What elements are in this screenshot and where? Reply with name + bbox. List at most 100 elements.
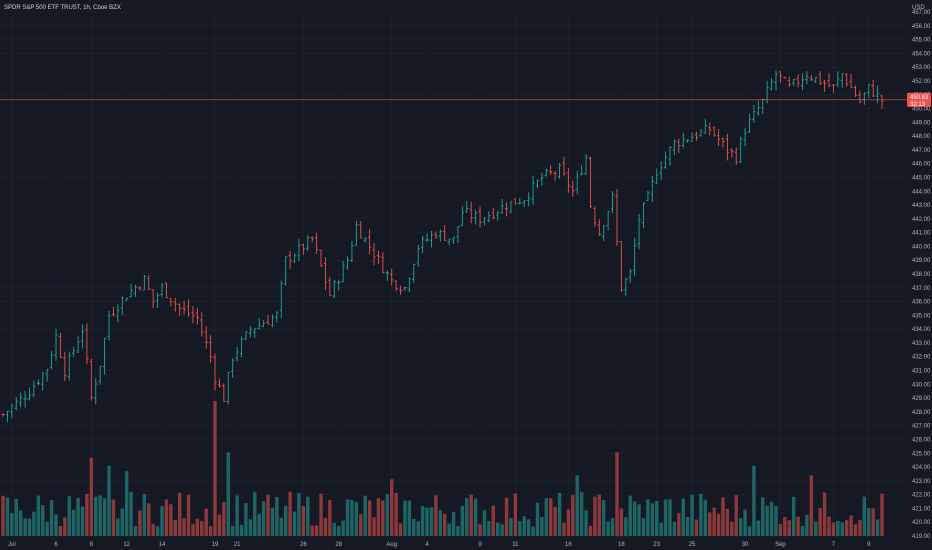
volume-bar: [659, 522, 663, 536]
y-tick-label: 442.00: [912, 217, 931, 223]
y-tick-label: 444.00: [912, 189, 931, 195]
volume-bar: [107, 465, 111, 536]
y-tick-label: 428.00: [912, 410, 931, 416]
volume-bar: [412, 518, 416, 536]
volume-bar: [230, 525, 235, 536]
volume-bar: [460, 506, 465, 536]
volume-bar: [522, 516, 526, 536]
volume-bar: [836, 521, 840, 536]
y-tick-label: 422.00: [912, 493, 931, 499]
x-tick-label: Sep: [775, 542, 786, 548]
volume-bar: [425, 507, 429, 536]
volume-bar: [796, 516, 800, 536]
y-tick-label: 435.00: [912, 313, 931, 319]
volume-bar: [45, 521, 49, 536]
volume-bar: [283, 505, 288, 536]
volume-bar: [102, 498, 107, 536]
volume-bar: [469, 494, 473, 536]
volume-bar: [36, 495, 41, 536]
volume-bar: [668, 499, 672, 536]
volume-bar: [288, 491, 292, 536]
volume-bar: [540, 516, 544, 536]
volume-bar: [18, 510, 23, 536]
volume-bar: [610, 518, 615, 536]
volume-bar: [694, 519, 699, 536]
volume-bar: [840, 522, 844, 536]
volume-bar: [743, 509, 747, 536]
volume-bar: [699, 493, 703, 536]
volume-bar: [518, 521, 522, 536]
volume-bar: [602, 500, 606, 536]
y-tick-label: 423.00: [912, 479, 931, 485]
y-tick-label: 438.00: [912, 272, 931, 278]
volume-bar: [752, 465, 756, 536]
volume-bar: [266, 494, 270, 536]
volume-bar: [800, 525, 805, 536]
y-tick-label: 431.00: [912, 369, 931, 375]
y-tick-label: 443.00: [912, 203, 931, 209]
volume-bar: [239, 524, 244, 536]
volume-bar: [257, 513, 261, 536]
volume-bar: [319, 493, 323, 536]
volume-bar: [553, 506, 557, 536]
volume-bar: [186, 494, 191, 536]
volume-bar: [385, 494, 389, 536]
volume-bar: [871, 508, 875, 536]
volume-bar: [160, 506, 164, 536]
volume-bar: [195, 518, 200, 536]
volume-bar: [164, 499, 169, 536]
price-tag-background: [907, 92, 931, 107]
y-tick-label: 430.00: [912, 382, 931, 388]
volume-bar: [297, 493, 301, 536]
volume-bar: [535, 502, 540, 536]
volume-bar: [292, 511, 297, 536]
volume-bar: [85, 493, 89, 536]
volume-bar: [204, 508, 208, 536]
x-tick-label: 4: [425, 542, 429, 548]
x-tick-label: 9: [867, 542, 871, 548]
volume-bar: [155, 526, 160, 536]
price-tag: 450.63 32:13: [907, 92, 931, 108]
volume-bar: [584, 510, 588, 536]
x-tick-label: 8: [90, 542, 94, 548]
volume-bar: [487, 521, 491, 536]
volume-bar: [818, 508, 822, 536]
volume-bar: [721, 497, 725, 536]
volume-bar: [774, 505, 778, 536]
volume-bar: [5, 497, 10, 536]
volume-bar: [169, 504, 173, 536]
volume-bar: [76, 497, 80, 536]
price-bars: [1, 70, 884, 422]
time-axis[interactable]: Jul 6 8 12 14 19 21 26 28 Aug 4 9 11 16 18 23 25 30 Sep 7 9: [8, 542, 871, 548]
volume-bar: [191, 524, 195, 536]
y-tick-label: 429.00: [912, 396, 931, 402]
volume-bar: [805, 514, 809, 536]
volume-bar: [41, 505, 45, 536]
y-tick-label: 433.00: [912, 341, 931, 347]
volume-bar: [390, 479, 394, 536]
volume-bar: [880, 493, 884, 536]
x-tick-label: 7: [832, 542, 836, 548]
volume-bar: [372, 517, 376, 536]
volume-bar: [827, 516, 831, 536]
volume-bar: [116, 518, 120, 536]
volume-bar: [279, 517, 283, 536]
volume-bar: [747, 526, 752, 536]
volume-bar: [822, 492, 827, 536]
volume-bar: [27, 518, 32, 536]
y-tick-label: 419.00: [912, 534, 931, 540]
volume-bar: [248, 519, 253, 536]
price-axis[interactable]: 419.00 420.00 421.00 422.00 423.00 424.00 425.…: [912, 10, 931, 540]
volume-bar: [588, 525, 593, 536]
volume-bar: [725, 508, 730, 536]
y-tick-label: 432.00: [912, 355, 931, 361]
volume-bar: [420, 506, 425, 536]
volume-bar: [359, 514, 363, 536]
volume-bar: [566, 509, 571, 536]
volume-bar: [182, 518, 186, 536]
x-tick-label: 25: [689, 542, 696, 548]
volume-bar: [98, 495, 102, 536]
volume-bar: [761, 497, 765, 536]
